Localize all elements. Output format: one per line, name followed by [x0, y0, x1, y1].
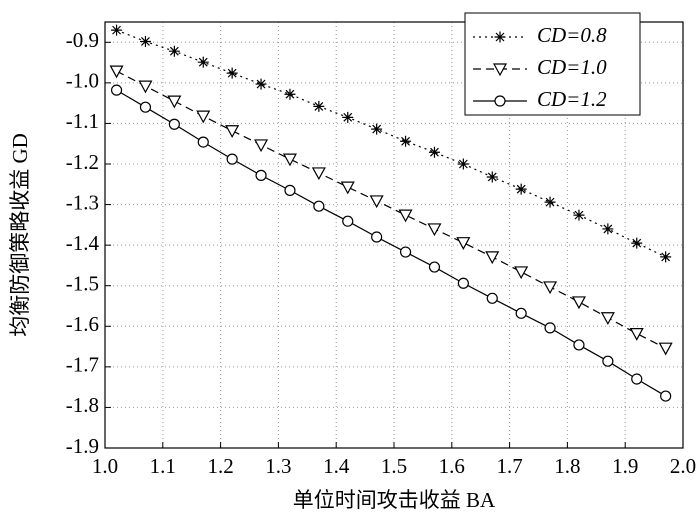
- x-tick-label: 1.3: [265, 454, 291, 478]
- marker: [543, 281, 558, 295]
- x-tick-label: 1.0: [92, 454, 118, 478]
- marker: [515, 183, 527, 195]
- marker: [139, 35, 151, 47]
- marker: [457, 277, 469, 289]
- y-tick-label: -1.0: [66, 69, 99, 93]
- marker: [168, 45, 180, 57]
- marker: [369, 195, 384, 209]
- y-tick-label: -1.9: [66, 434, 99, 458]
- y-axis-label: 均衡防御策略收益 GD: [8, 133, 32, 337]
- marker: [399, 246, 412, 258]
- x-tick-label: 2.0: [670, 454, 696, 478]
- plot-frame: [104, 21, 684, 449]
- marker: [371, 123, 383, 135]
- marker: [284, 88, 296, 100]
- marker: [631, 237, 643, 249]
- marker: [342, 215, 354, 227]
- x-tick-label: 1.1: [150, 454, 176, 478]
- legend-marker: [494, 31, 506, 43]
- marker: [573, 339, 585, 351]
- marker: [255, 78, 267, 90]
- x-tick-label: 1.9: [612, 454, 638, 478]
- marker: [427, 223, 442, 237]
- marker: [313, 200, 325, 212]
- x-tick-label: 1.7: [496, 454, 522, 478]
- marker: [225, 125, 240, 138]
- marker: [139, 101, 152, 113]
- legend-marker: [492, 63, 508, 77]
- x-tick-label: 1.4: [323, 454, 350, 478]
- series-line: [116, 89, 666, 397]
- marker: [110, 84, 123, 96]
- marker: [313, 100, 325, 112]
- marker: [254, 139, 269, 153]
- y-tick-label: -1.4: [66, 231, 100, 255]
- x-tick-label: 1.8: [554, 454, 580, 478]
- marker: [602, 355, 614, 367]
- marker: [660, 251, 672, 263]
- marker: [109, 65, 124, 79]
- marker: [284, 184, 296, 196]
- marker: [660, 390, 672, 402]
- marker: [226, 67, 238, 79]
- marker: [196, 110, 211, 124]
- marker: [600, 312, 615, 326]
- x-tick-label: 1.5: [381, 454, 407, 478]
- marker: [197, 56, 209, 68]
- marker: [428, 146, 440, 158]
- marker: [631, 373, 643, 385]
- marker: [255, 169, 267, 181]
- y-tick-label: -1.2: [66, 150, 99, 174]
- marker: [371, 231, 383, 243]
- x-tick-label: 1.2: [207, 454, 233, 478]
- marker: [485, 251, 500, 265]
- marker: [514, 266, 529, 280]
- marker: [138, 80, 153, 94]
- marker: [456, 237, 471, 250]
- marker: [515, 307, 527, 319]
- marker: [486, 171, 498, 183]
- series-line: [116, 29, 666, 258]
- legend-label: CD=1.0: [537, 55, 607, 79]
- marker: [544, 322, 556, 334]
- marker: [457, 158, 469, 170]
- marker: [342, 111, 354, 123]
- y-tick-label: -1.5: [66, 272, 99, 296]
- y-tick-label: -1.6: [66, 312, 99, 336]
- marker: [428, 261, 441, 273]
- marker: [111, 24, 123, 36]
- marker: [197, 136, 209, 148]
- marker: [486, 292, 498, 304]
- x-axis-label: 单位时间攻击收益 BA: [293, 488, 496, 512]
- marker: [400, 135, 412, 147]
- marker: [311, 167, 326, 181]
- marker: [544, 196, 556, 208]
- y-tick-label: -0.9: [66, 28, 99, 52]
- marker: [602, 223, 614, 235]
- marker: [629, 327, 644, 341]
- marker: [571, 296, 586, 310]
- y-tick-label: -1.7: [66, 353, 99, 377]
- y-tick-label: -1.1: [66, 109, 99, 133]
- legend-label: CD=1.2: [537, 87, 607, 111]
- y-tick-label: -1.3: [66, 190, 99, 214]
- marker: [340, 181, 355, 195]
- marker: [168, 118, 180, 130]
- legend-marker: [494, 95, 506, 107]
- marker: [282, 153, 297, 167]
- marker: [398, 209, 413, 223]
- x-tick-label: 1.6: [439, 454, 465, 478]
- y-tick-label: -1.8: [66, 393, 99, 417]
- marker: [573, 209, 585, 221]
- legend-label: CD=0.8: [537, 23, 607, 47]
- marker: [167, 95, 182, 109]
- marker: [658, 342, 673, 356]
- marker: [226, 153, 238, 165]
